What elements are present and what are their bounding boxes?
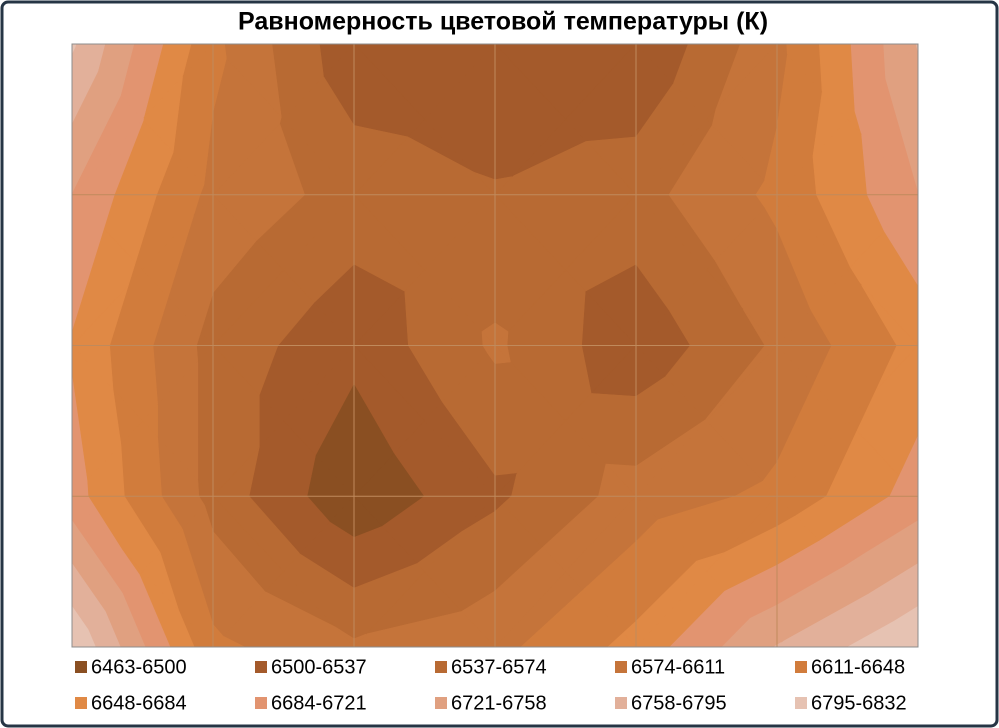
- legend-label: 6648-6684: [91, 692, 187, 714]
- legend-label: 6500-6537: [271, 656, 367, 678]
- legend-label: 6463-6500: [91, 656, 187, 678]
- legend-swatch: [255, 697, 267, 709]
- legend-swatch: [615, 697, 627, 709]
- legend-label: 6795-6832: [811, 692, 907, 714]
- legend-swatch: [615, 661, 627, 673]
- legend-swatch: [75, 697, 87, 709]
- legend-label: 6574-6611: [631, 656, 725, 678]
- chart-title: Равномерность цветовой температуры (К): [238, 8, 768, 36]
- legend-label: 6611-6648: [811, 656, 905, 678]
- legend: 6463-6500 6500-6537 6537-6574 6574-6611 6611…: [75, 656, 907, 714]
- contour-band: [812, 91, 848, 157]
- plot-area: [71, 43, 919, 648]
- legend-swatch: [435, 661, 447, 673]
- legend-swatch: [75, 661, 87, 673]
- plot-border: [71, 43, 919, 648]
- legend-label: 6721-6758: [451, 692, 547, 714]
- legend-label: 6537-6574: [451, 656, 547, 678]
- legend-label: 6758-6795: [631, 692, 727, 714]
- legend-label: 6684-6721: [271, 692, 367, 714]
- legend-swatch: [795, 661, 807, 673]
- contour-band: [197, 345, 214, 497]
- legend-swatch: [795, 697, 807, 709]
- legend-swatch: [255, 661, 267, 673]
- legend-swatch: [435, 697, 447, 709]
